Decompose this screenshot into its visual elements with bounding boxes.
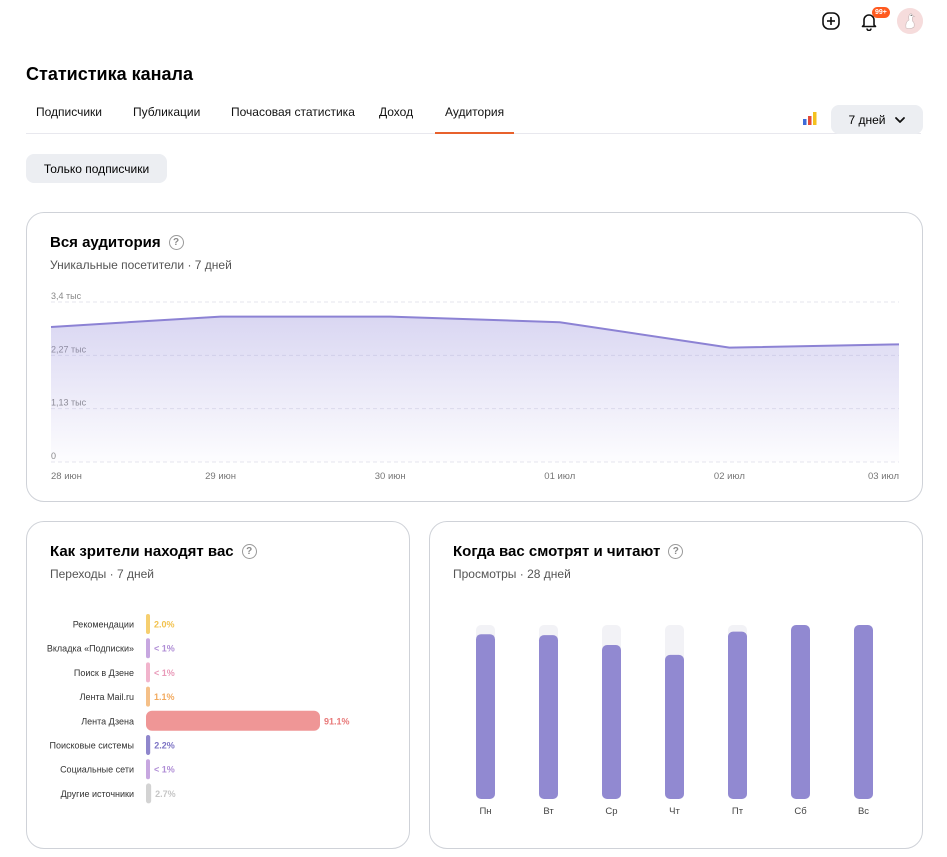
weekday-label: Чт <box>669 806 680 817</box>
weekday-bar <box>539 635 558 799</box>
help-icon[interactable]: ? <box>241 544 257 559</box>
audience-area-fill <box>51 316 899 462</box>
subscribers-only-filter[interactable]: Только подписчики <box>26 154 167 183</box>
source-value-label: < 1% <box>154 668 175 678</box>
plus-circle-icon <box>822 12 840 30</box>
x-tick-label: 03 июл <box>868 471 899 482</box>
help-icon[interactable]: ? <box>168 235 184 250</box>
source-bar <box>146 638 150 659</box>
audience-series-line <box>50 315 900 349</box>
source-bar <box>146 686 150 707</box>
weekday-bar <box>854 625 873 799</box>
source-bar <box>146 759 150 780</box>
weekday-label: Сб <box>794 806 807 817</box>
goose-avatar-icon <box>897 8 923 34</box>
sources-card-title: Как зрители находят вас ? <box>50 543 257 560</box>
sources-card-subtitle: Переходы · 7 дней <box>50 567 154 581</box>
tab-hourly-stats[interactable]: Почасовая статистика <box>231 105 355 119</box>
sources-title-text: Как зрители находят вас <box>50 543 234 560</box>
source-label: Социальные сети <box>60 765 134 775</box>
bell-icon <box>861 14 877 31</box>
source-label: Лента Mail.ru <box>80 692 134 702</box>
weekday-title-text: Когда вас смотрят и читают <box>453 543 661 560</box>
tab-subscribers[interactable]: Подписчики <box>36 105 103 119</box>
audience-card: Вся аудитория ? Уникальные посетители · … <box>26 212 923 502</box>
sources-card: Как зрители находят вас ? Переходы · 7 д… <box>26 521 410 849</box>
help-icon[interactable]: ? <box>668 544 684 559</box>
source-value-label: 2.0% <box>154 620 175 630</box>
x-tick-label: 01 июл <box>544 471 575 482</box>
source-value-label: < 1% <box>154 644 175 654</box>
source-bar <box>146 783 152 804</box>
source-value-label: 1.1% <box>154 692 175 702</box>
weekday-label: Пт <box>732 806 744 817</box>
notifications-button[interactable]: 99+ <box>856 7 890 34</box>
source-label: Вкладка «Подписки» <box>47 644 134 654</box>
source-label: Поиск в Дзене <box>74 668 134 678</box>
chart-type-icon[interactable] <box>802 110 818 126</box>
x-tick-label: 29 июн <box>205 471 236 482</box>
create-button[interactable] <box>818 8 844 34</box>
weekday-label: Вт <box>543 806 554 817</box>
source-label: Рекомендации <box>73 620 134 630</box>
x-tick-label: 28 июн <box>51 471 82 482</box>
x-tick-label: 30 июн <box>375 471 406 482</box>
weekday-bar-chart: Пн Вт Ср Чт Пт Сб Вс <box>476 625 873 817</box>
audience-card-subtitle: Уникальные посетители · 7 дней <box>50 258 232 272</box>
audience-title-text: Вся аудитория <box>50 234 161 251</box>
tab-income[interactable]: Доход <box>379 105 414 119</box>
weekday-bar <box>728 631 747 799</box>
source-value-label: 91.1% <box>324 716 350 726</box>
weekday-label: Ср <box>605 806 617 817</box>
tab-publications[interactable]: Публикации <box>133 105 201 119</box>
source-label: Другие источники <box>61 789 134 799</box>
weekday-card-subtitle: Просмотры · 28 дней <box>453 567 571 581</box>
source-bar <box>146 662 150 683</box>
weekday-bar <box>791 625 810 799</box>
source-value-label: 2.7% <box>155 789 176 799</box>
chevron-down-icon <box>894 116 905 123</box>
weekday-card: Когда вас смотрят и читают ? Просмотры ·… <box>429 521 923 849</box>
period-label: 7 дней <box>848 112 886 127</box>
weekday-bar <box>476 634 495 799</box>
weekday-card-title: Когда вас смотрят и читают ? <box>453 543 684 560</box>
weekday-label: Вс <box>858 806 869 817</box>
avatar[interactable] <box>897 8 923 34</box>
source-bar <box>146 735 151 755</box>
weekday-bar <box>602 645 621 799</box>
tab-audience[interactable]: Аудитория <box>434 105 515 134</box>
page-title: Статистика канала <box>26 64 193 84</box>
weekday-bar <box>665 654 684 799</box>
audience-card-title: Вся аудитория ? <box>50 234 184 251</box>
weekday-label: Пн <box>479 806 491 817</box>
source-value-label: < 1% <box>154 765 175 775</box>
source-label: Поисковые системы <box>49 741 134 751</box>
y-tick-label: 3,4 тыс <box>51 291 82 301</box>
x-tick-label: 02 июл <box>714 471 745 482</box>
sources-bar-chart: Рекомендации 2.0% Вкладка «Подписки» < 1% По… <box>47 614 350 804</box>
notifications-badge: 99+ <box>872 7 890 18</box>
source-value-label: 2.2% <box>154 741 175 751</box>
period-dropdown[interactable]: 7 дней <box>831 105 923 134</box>
tab-bar: Подписчики Публикации Почасовая статисти… <box>26 98 921 134</box>
source-bar <box>146 710 320 731</box>
source-label: Лента Дзена <box>81 716 134 726</box>
source-bar <box>146 614 150 634</box>
